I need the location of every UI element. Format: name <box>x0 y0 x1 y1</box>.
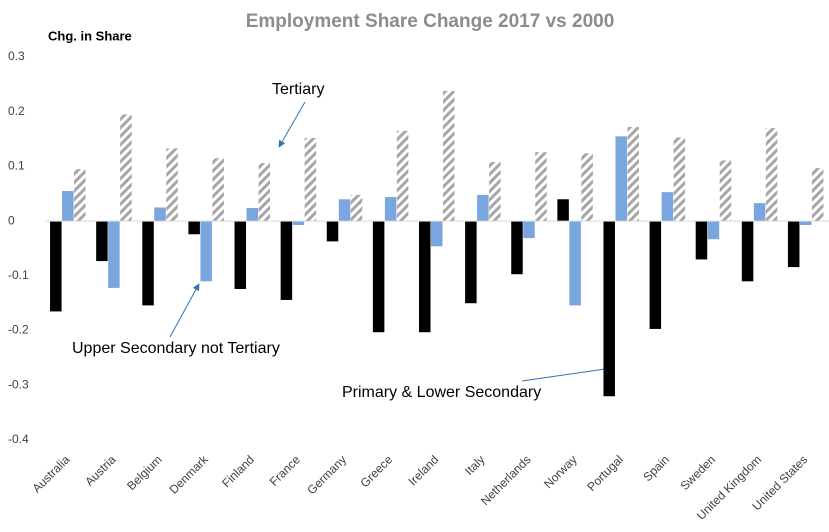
bar <box>246 208 259 222</box>
bar <box>765 128 778 222</box>
bar <box>142 221 154 306</box>
bar <box>557 199 569 222</box>
x-tick-label: France <box>267 452 304 489</box>
x-tick-label: Norway <box>541 452 580 491</box>
bar <box>96 221 108 262</box>
chart-title: Employment Share Change 2017 vs 2000 <box>246 11 615 32</box>
x-tick-label: Finland <box>219 452 257 490</box>
bar <box>292 221 305 225</box>
bar <box>627 127 639 222</box>
bar <box>787 221 800 268</box>
bar <box>74 169 86 222</box>
bar <box>200 221 212 282</box>
bar <box>350 194 363 222</box>
bar <box>673 137 686 222</box>
bar <box>443 90 455 222</box>
x-tick-label: Australia <box>30 452 73 495</box>
y-tick-label: 0.1 <box>8 159 25 173</box>
annotation-arrow <box>278 101 306 148</box>
x-tick-label: Ireland <box>406 452 442 488</box>
x-tick-label: Portugal <box>584 452 626 494</box>
annotations: Tertiary Upper Secondary not Tertiary Pr… <box>72 81 613 401</box>
bar <box>649 221 662 329</box>
x-tick-label: Belgium <box>124 452 165 493</box>
annotation-arrow <box>169 283 200 338</box>
bar <box>811 168 824 222</box>
bar <box>741 221 754 282</box>
bar <box>719 160 732 222</box>
bar <box>465 221 477 304</box>
bar <box>166 148 178 222</box>
bar <box>188 221 200 235</box>
bar <box>372 221 385 333</box>
bar <box>396 130 409 222</box>
bar <box>50 221 62 312</box>
y-tick-label: -0.2 <box>8 323 29 337</box>
bar <box>535 152 547 222</box>
bar <box>338 199 351 222</box>
bar <box>799 221 812 225</box>
x-tick-label: Spain <box>640 452 672 484</box>
annotation-arrow <box>521 365 613 382</box>
x-tick-label: Germany <box>304 452 349 497</box>
bar <box>154 207 166 222</box>
bar <box>326 221 339 242</box>
x-tick-label: Sweden <box>677 452 718 493</box>
y-tick-label: 0.2 <box>8 104 25 118</box>
series-annotation: Tertiary <box>272 81 324 98</box>
y-tick-label: 0 <box>8 213 15 227</box>
bar <box>212 158 224 222</box>
bar <box>258 163 271 222</box>
y-tick-label: 0.3 <box>8 49 25 63</box>
bar <box>569 221 581 306</box>
bar <box>523 221 535 239</box>
bar <box>661 192 674 222</box>
bar <box>120 114 132 222</box>
y-axis-label: Chg. in Share <box>48 28 132 43</box>
x-tick-label: Italy <box>462 452 487 477</box>
bar <box>280 221 293 300</box>
bar <box>707 221 720 240</box>
series-annotation: Primary & Lower Secondary <box>342 384 541 401</box>
bar <box>419 221 431 333</box>
x-tick-label: Greece <box>358 452 396 490</box>
bar <box>431 221 443 247</box>
bar <box>384 197 397 222</box>
bar <box>581 153 593 222</box>
bar <box>477 194 489 222</box>
bar <box>753 203 766 222</box>
bar <box>62 191 74 222</box>
y-tick-label: -0.1 <box>8 268 29 282</box>
bar <box>234 221 247 289</box>
y-tick-label: -0.3 <box>8 377 29 391</box>
series-annotation: Upper Secondary not Tertiary <box>72 340 280 357</box>
x-tick-label: Austria <box>82 452 119 489</box>
bar <box>304 137 317 222</box>
x-tick-label: Netherlands <box>478 452 534 508</box>
bar <box>615 136 627 222</box>
x-tick-label: Denmark <box>166 452 211 497</box>
bar <box>511 221 523 275</box>
bar <box>695 221 708 260</box>
bar <box>603 221 615 397</box>
bar <box>489 162 501 222</box>
y-tick-label: -0.4 <box>8 432 29 446</box>
bar <box>108 221 120 288</box>
